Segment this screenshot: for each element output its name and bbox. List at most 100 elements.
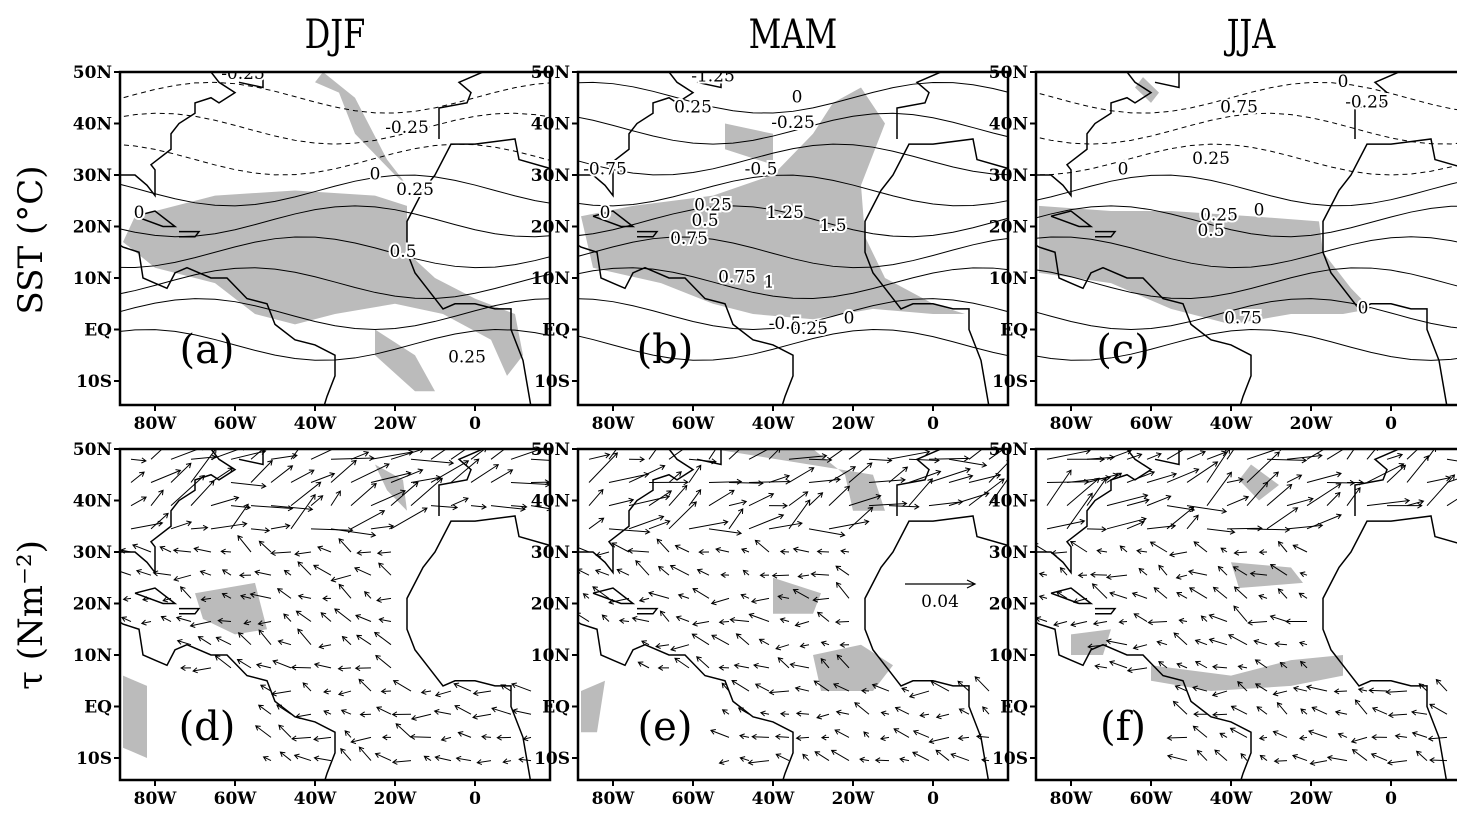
wind-vector: [512, 683, 531, 691]
wind-vector: [841, 549, 849, 554]
wind-vector: [1287, 453, 1322, 459]
wind-vector: [740, 734, 749, 739]
wind-vector: [589, 453, 617, 482]
row-label: SST (°C): [11, 165, 51, 314]
wind-vector: [259, 705, 271, 714]
wind-vector: [709, 479, 741, 484]
lat-tick-label: 10N: [73, 646, 112, 666]
wind-vector: [124, 596, 131, 601]
wind-vector: [1134, 645, 1147, 650]
wind-vector: [596, 569, 609, 575]
contour-label: -0.25: [771, 113, 815, 133]
wind-vector: [959, 735, 969, 740]
wind-vector: [949, 474, 973, 482]
coastline: [909, 428, 921, 449]
wind-vector: [1177, 574, 1187, 579]
wind-vector: [741, 594, 749, 599]
wind-vector: [1036, 617, 1047, 622]
wind-vector: [1294, 686, 1307, 691]
wind-vector: [920, 712, 929, 717]
wind-vector: [770, 690, 789, 695]
wind-vector: [660, 611, 669, 621]
map-panel: 0.75-0.2500.2500.2500.50.750: [1023, 51, 1457, 432]
coastline: [1051, 588, 1091, 603]
contour-label: 1.5: [819, 216, 846, 236]
wind-vector: [649, 480, 688, 485]
lat-tick-label: 20N: [531, 218, 570, 238]
wind-vector: [431, 445, 453, 460]
wind-vector: [796, 686, 809, 691]
wind-vector: [1287, 475, 1301, 483]
wind-vector: [1339, 733, 1347, 738]
contour-label: 0: [1254, 201, 1265, 221]
wind-vector: [1419, 684, 1427, 691]
lon-tick-label: 60W: [1130, 414, 1174, 434]
wind-vector: [391, 469, 423, 482]
wind-vector: [1386, 689, 1407, 694]
lon-tick-label: 80W: [1050, 789, 1094, 809]
contour-line: [1031, 330, 1457, 361]
wind-vector: [1227, 496, 1248, 506]
wind-vector: [292, 736, 311, 741]
wind-vector: [1260, 755, 1267, 760]
lat-tick-label: EQ: [1000, 321, 1028, 341]
wind-vector: [969, 473, 1000, 482]
wind-vector: [151, 443, 168, 459]
wind-vector: [291, 430, 312, 459]
wind-vector: [1214, 587, 1227, 598]
wind-vector: [649, 520, 670, 529]
lon-tick-label: 0: [469, 414, 481, 434]
wind-vector: [291, 482, 321, 505]
wind-vector: [896, 707, 909, 714]
wind-vector: [1278, 542, 1287, 552]
lon-tick-label: 40W: [1210, 789, 1254, 809]
wind-vector: [769, 503, 787, 508]
shading: [375, 464, 407, 510]
wind-vector: [1119, 619, 1127, 624]
wind-vector: [1369, 688, 1387, 693]
wind-vector: [238, 536, 251, 552]
lat-tick-label: 20N: [989, 218, 1028, 238]
wind-vector: [1107, 639, 1127, 645]
wind-vector: [256, 726, 271, 738]
wind-vector: [1040, 595, 1047, 600]
wind-vector: [781, 618, 789, 623]
scale-label: 0.04: [921, 592, 959, 612]
wind-vector: [231, 482, 266, 488]
wind-vector: [240, 573, 251, 578]
wind-vector: [422, 689, 431, 694]
wind-vector: [769, 521, 802, 528]
wind-vector: [1248, 620, 1267, 625]
wind-vector: [279, 725, 291, 737]
wind-vector: [1154, 588, 1167, 599]
wind-vector: [677, 616, 689, 622]
map-panel: [1023, 428, 1457, 809]
wind-vector: [393, 759, 411, 764]
wind-vector: [1218, 567, 1227, 576]
wind-vector: [137, 570, 151, 576]
wind-vector: [357, 635, 371, 644]
coastline: [565, 449, 693, 573]
lon-tick-label: 60W: [1130, 789, 1174, 809]
wind-vector: [756, 684, 769, 691]
coastline: [179, 609, 199, 614]
wind-vector: [818, 612, 829, 621]
lon-tick-label: 40W: [1210, 414, 1254, 434]
wind-vector: [1234, 606, 1247, 621]
wind-vector: [1071, 541, 1087, 552]
wind-vector: [1190, 588, 1207, 599]
wind-vector: [649, 426, 673, 459]
wind-vector: [239, 633, 251, 645]
coastline: [1155, 62, 1179, 88]
lat-tick-label: EQ: [542, 698, 570, 718]
wind-vector: [341, 749, 351, 761]
wind-vector: [321, 613, 331, 622]
wind-vector: [174, 548, 191, 553]
wind-vector: [692, 634, 709, 645]
wind-vector: [491, 443, 513, 460]
wind-vector: [1372, 735, 1387, 740]
map-panel: -1.250.250-0.25-0.75-0.50.250.50.751.251…: [565, 51, 1033, 432]
wind-vector: [357, 550, 371, 555]
wind-vector: [818, 549, 829, 554]
lon-tick-label: 80W: [592, 414, 636, 434]
